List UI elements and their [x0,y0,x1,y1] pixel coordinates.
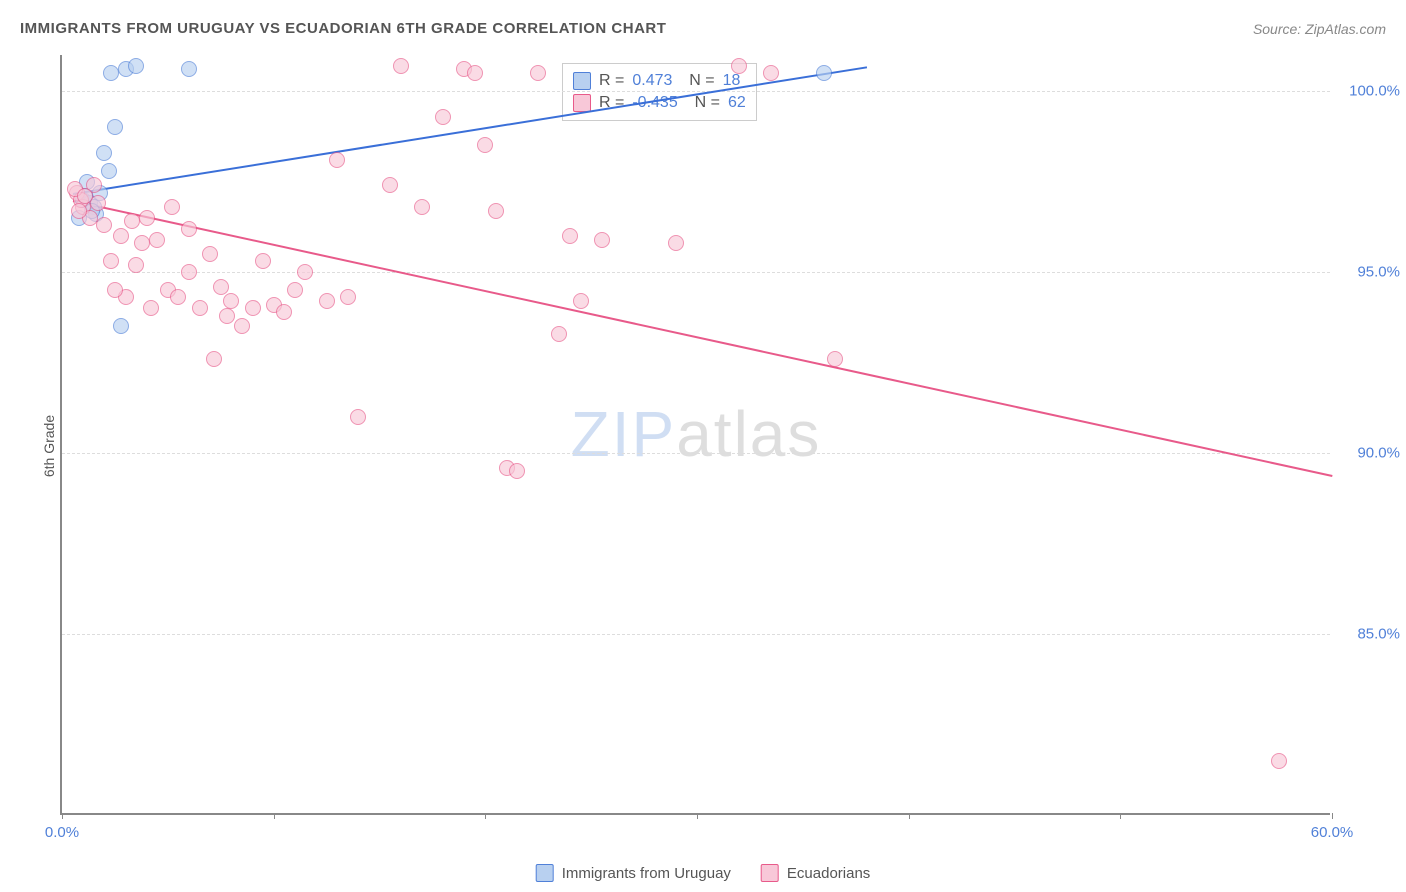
legend-label-uruguay: Immigrants from Uruguay [562,865,731,882]
watermark: ZIPatlas [571,397,822,471]
scatter-point [139,210,155,226]
scatter-point [77,188,93,204]
scatter-point [319,293,335,309]
title-bar: IMMIGRANTS FROM URUGUAY VS ECUADORIAN 6T… [20,20,1386,37]
gridline-h [62,91,1330,92]
scatter-point [414,199,430,215]
stats-n-label: N = [680,72,714,90]
plot-area: ZIPatlas R = 0.473 N = 18 R = -0.435 N =… [60,55,1330,815]
ytick-label: 100.0% [1340,83,1400,100]
scatter-point [107,282,123,298]
ytick-label: 95.0% [1340,264,1400,281]
stats-r-value-0: 0.473 [632,72,672,90]
xtick-mark [697,813,698,819]
watermark-part2: atlas [676,398,821,470]
xtick-mark [909,813,910,819]
scatter-point [149,232,165,248]
xtick-mark [1332,813,1333,819]
scatter-point [382,177,398,193]
scatter-point [96,145,112,161]
scatter-point [287,282,303,298]
scatter-point [255,253,271,269]
scatter-point [530,65,546,81]
scatter-point [113,318,129,334]
scatter-point [763,65,779,81]
scatter-point [96,217,112,233]
trendline [72,66,866,195]
scatter-point [71,203,87,219]
scatter-point [107,119,123,135]
scatter-point [213,279,229,295]
scatter-point [816,65,832,81]
gridline-h [62,453,1330,454]
scatter-point [350,409,366,425]
scatter-point [329,152,345,168]
scatter-point [103,65,119,81]
scatter-point [103,253,119,269]
legend-swatch-uruguay [536,864,554,882]
y-axis-label: 6th Grade [41,415,57,477]
swatch-ecuadorians [573,94,591,112]
xtick-mark [274,813,275,819]
scatter-point [128,257,144,273]
chart-title: IMMIGRANTS FROM URUGUAY VS ECUADORIAN 6T… [20,20,666,37]
gridline-h [62,272,1330,273]
scatter-point [594,232,610,248]
scatter-point [206,351,222,367]
scatter-point [192,300,208,316]
legend-swatch-ecuadorians [761,864,779,882]
scatter-point [124,213,140,229]
gridline-h [62,634,1330,635]
scatter-point [164,199,180,215]
xtick-label: 0.0% [45,824,79,841]
source-label: Source: ZipAtlas.com [1253,21,1386,37]
scatter-point [219,308,235,324]
scatter-point [509,463,525,479]
scatter-point [477,137,493,153]
bottom-legend: Immigrants from Uruguay Ecuadorians [536,864,871,882]
scatter-point [340,289,356,305]
scatter-point [181,264,197,280]
scatter-point [170,289,186,305]
ytick-label: 85.0% [1340,626,1400,643]
scatter-point [113,228,129,244]
scatter-point [562,228,578,244]
scatter-point [435,109,451,125]
swatch-uruguay [573,72,591,90]
legend-label-ecuadorians: Ecuadorians [787,865,870,882]
scatter-point [101,163,117,179]
scatter-point [128,58,144,74]
stats-n-value-1: 62 [728,94,746,112]
scatter-point [134,235,150,251]
ytick-label: 90.0% [1340,445,1400,462]
xtick-mark [485,813,486,819]
stats-r-label: R = [599,72,624,90]
scatter-point [143,300,159,316]
trendline [72,200,1332,477]
scatter-point [297,264,313,280]
scatter-point [234,318,250,334]
stats-n-label: N = [686,94,720,112]
xtick-mark [62,813,63,819]
legend-item-ecuadorians: Ecuadorians [761,864,870,882]
scatter-point [1271,753,1287,769]
scatter-point [181,61,197,77]
xtick-label: 60.0% [1311,824,1354,841]
scatter-point [827,351,843,367]
scatter-point [181,221,197,237]
scatter-point [551,326,567,342]
scatter-point [668,235,684,251]
scatter-point [731,58,747,74]
scatter-point [488,203,504,219]
scatter-point [202,246,218,262]
scatter-point [393,58,409,74]
scatter-point [467,65,483,81]
scatter-point [276,304,292,320]
xtick-mark [1120,813,1121,819]
scatter-point [573,293,589,309]
watermark-part1: ZIP [571,398,677,470]
chart-container: IMMIGRANTS FROM URUGUAY VS ECUADORIAN 6T… [0,0,1406,892]
legend-item-uruguay: Immigrants from Uruguay [536,864,731,882]
scatter-point [245,300,261,316]
